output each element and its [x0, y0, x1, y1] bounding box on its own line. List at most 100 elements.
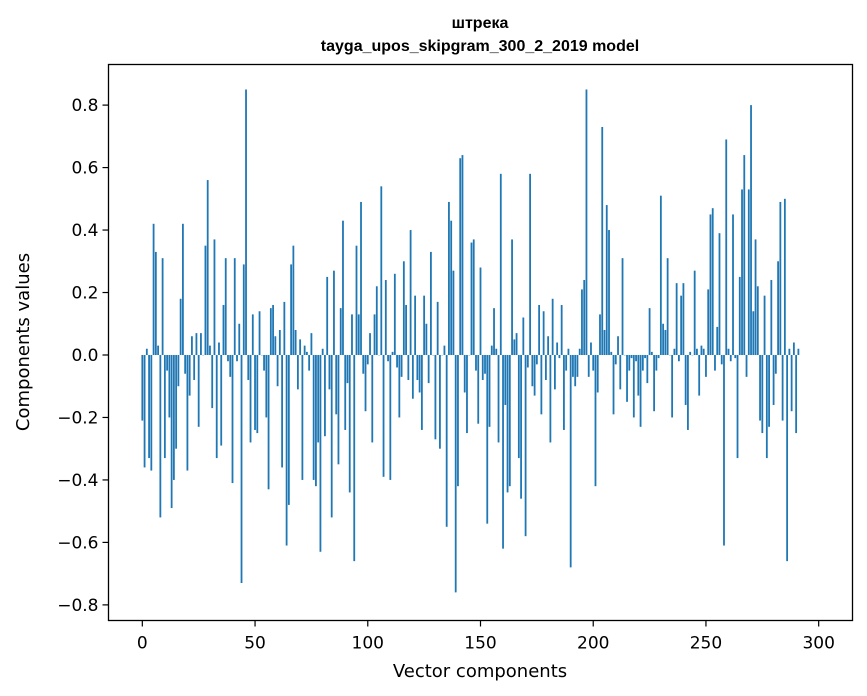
- bar: [533, 354, 536, 396]
- bar: [659, 195, 662, 355]
- bar: [632, 354, 635, 418]
- bar: [306, 351, 308, 355]
- bar: [315, 354, 317, 487]
- bar: [542, 311, 545, 355]
- y-tick-label: 0.6: [71, 159, 98, 179]
- bar: [197, 354, 200, 427]
- bar: [369, 333, 371, 355]
- bar: [621, 258, 624, 355]
- bar: [177, 354, 180, 387]
- bar: [310, 333, 313, 355]
- bar: [752, 311, 755, 355]
- bar: [479, 267, 482, 355]
- bar: [267, 354, 270, 490]
- y-tick-label: −0.8: [57, 596, 98, 616]
- y-axis-ticks: −0.8 −0.6 −0.4 −0.2 0.0 0.2 0.4 0.6 0.8: [57, 96, 109, 616]
- bar: [209, 345, 211, 355]
- bar: [402, 261, 405, 355]
- bar: [387, 354, 389, 362]
- bar: [283, 301, 286, 355]
- bar: [328, 354, 331, 390]
- bar: [693, 270, 696, 355]
- bar: [240, 354, 243, 584]
- bar: [375, 286, 378, 355]
- bar: [184, 354, 187, 374]
- bar: [657, 354, 660, 359]
- bar: [630, 354, 633, 359]
- bar: [540, 354, 543, 415]
- y-tick-label: 0.2: [71, 284, 98, 304]
- bar: [463, 354, 466, 393]
- bar: [650, 351, 653, 355]
- bar: [797, 348, 800, 355]
- bar: [213, 239, 216, 355]
- bar: [578, 348, 581, 355]
- y-tick-label: 0.8: [71, 96, 98, 116]
- bar: [371, 354, 374, 443]
- bar: [290, 264, 293, 355]
- bar: [339, 308, 342, 355]
- bar: [461, 155, 464, 355]
- bar: [493, 308, 495, 355]
- bar: [790, 354, 793, 412]
- bar: [229, 354, 232, 377]
- bar: [148, 354, 150, 459]
- x-tick-label: 0: [137, 634, 148, 654]
- bar: [747, 189, 750, 355]
- bar: [161, 258, 164, 355]
- bar: [641, 354, 644, 371]
- bar: [490, 345, 493, 355]
- bar: [425, 323, 428, 355]
- bar: [407, 354, 410, 380]
- bar: [592, 354, 595, 371]
- bar: [718, 233, 721, 355]
- bar: [466, 354, 468, 434]
- bar: [729, 354, 732, 362]
- bar: [382, 354, 385, 477]
- bar: [549, 354, 552, 443]
- bar: [684, 354, 687, 405]
- bar: [258, 311, 261, 355]
- x-tick-label: 100: [352, 634, 384, 654]
- bar: [488, 354, 491, 427]
- bar: [786, 354, 789, 562]
- bar: [520, 354, 522, 499]
- bar: [750, 105, 752, 355]
- bar: [610, 351, 613, 355]
- bar: [391, 351, 394, 355]
- bar: [781, 354, 784, 421]
- bar: [389, 354, 392, 480]
- bar: [166, 354, 169, 371]
- bar: [481, 354, 484, 380]
- bar: [486, 354, 489, 524]
- bar: [508, 354, 511, 487]
- bar: [296, 354, 299, 390]
- bar: [312, 354, 315, 480]
- bar: [236, 354, 238, 362]
- bar: [445, 354, 448, 527]
- bar: [222, 305, 225, 355]
- bar: [321, 348, 324, 355]
- bar: [299, 339, 302, 355]
- bar: [554, 354, 556, 390]
- bar: [547, 336, 550, 355]
- bar: [583, 280, 586, 355]
- bar: [333, 270, 335, 355]
- bar: [599, 314, 601, 355]
- bar: [756, 286, 759, 355]
- bar: [639, 354, 642, 427]
- bar: [188, 354, 191, 396]
- bar: [700, 345, 703, 355]
- bar: [723, 354, 725, 546]
- bar: [292, 245, 295, 355]
- bar: [736, 354, 739, 459]
- bar: [346, 354, 349, 384]
- bar: [675, 283, 678, 355]
- bar: [601, 126, 604, 355]
- bar: [795, 354, 798, 434]
- bar: [414, 295, 417, 355]
- bar: [779, 201, 782, 355]
- bar: [655, 354, 658, 371]
